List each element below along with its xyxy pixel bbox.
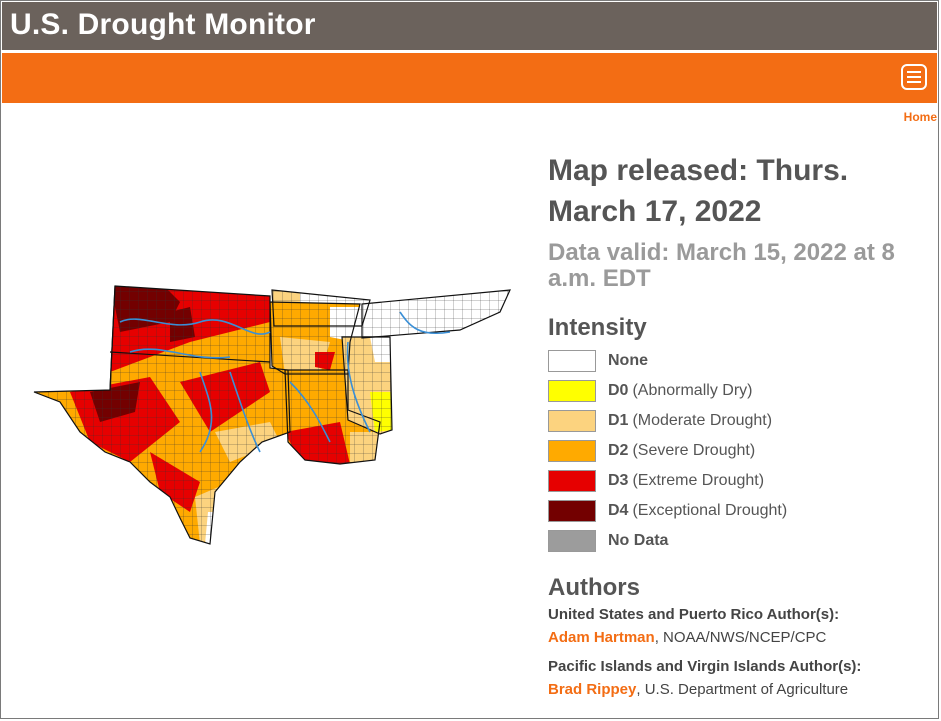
legend-item: D0 (Abnormally Dry) (548, 376, 933, 406)
author-group-heading: United States and Puerto Rico Author(s): (548, 606, 840, 623)
author-link[interactable]: Adam Hartman (548, 629, 655, 646)
legend-code: D4 (608, 502, 629, 519)
breadcrumb-home-link[interactable]: Home (903, 110, 937, 124)
map-info-panel: Map released: Thurs. March 17, 2022 Data… (548, 150, 933, 710)
author-group-heading: Pacific Islands and Virgin Islands Autho… (548, 658, 862, 675)
intensity-title: Intensity (548, 314, 647, 341)
legend-item: D3 (Extreme Drought) (548, 466, 933, 496)
drought-map[interactable] (30, 282, 514, 550)
menu-line (907, 81, 921, 83)
legend-swatch-nodata (548, 530, 596, 552)
author-link[interactable]: Brad Rippey (548, 681, 637, 698)
legend-code: D2 (608, 442, 629, 459)
legend-swatch-none (548, 350, 596, 372)
authors-title: Authors (548, 574, 640, 601)
drought-map-image (33, 285, 511, 545)
intensity-legend: None D0 (Abnormally Dry) D1 (Moderate Dr… (548, 346, 933, 556)
legend-desc: (Moderate Drought) (632, 412, 773, 429)
legend-code: D1 (608, 412, 629, 429)
legend-desc: (Exceptional Drought) (632, 502, 788, 519)
legend-swatch-d4 (548, 500, 596, 522)
legend-desc: (Severe Drought) (632, 442, 756, 459)
legend-code: No Data (608, 532, 669, 549)
author-affiliation: , NOAA/NWS/NCEP/CPC (654, 629, 827, 646)
legend-swatch-d3 (548, 470, 596, 492)
legend-code: D0 (608, 382, 629, 399)
legend-swatch-d1 (548, 410, 596, 432)
data-valid-date: Data valid: March 15, 2022 at 8 a.m. EDT (548, 239, 895, 292)
author-affiliation: , U.S. Department of Agriculture (636, 681, 849, 698)
author-line: Brad Rippey, U.S. Department of Agricult… (548, 681, 933, 698)
menu-line (907, 71, 921, 73)
legend-item: D4 (Exceptional Drought) (548, 496, 933, 526)
legend-item: No Data (548, 526, 933, 556)
legend-desc: (Abnormally Dry) (632, 382, 753, 399)
site-header: U.S. Drought Monitor (2, 2, 937, 50)
legend-item: D1 (Moderate Drought) (548, 406, 933, 436)
nav-bar (2, 53, 937, 103)
legend-swatch-d0 (548, 380, 596, 402)
legend-desc: (Extreme Drought) (632, 472, 765, 489)
legend-swatch-d2 (548, 440, 596, 462)
map-released-date: Map released: Thurs. March 17, 2022 (548, 154, 849, 228)
menu-line (907, 76, 921, 78)
legend-code: D3 (608, 472, 629, 489)
legend-item: None (548, 346, 933, 376)
legend-code: None (608, 352, 648, 369)
author-line: Adam Hartman, NOAA/NWS/NCEP/CPC (548, 629, 933, 646)
legend-item: D2 (Severe Drought) (548, 436, 933, 466)
site-title[interactable]: U.S. Drought Monitor (10, 8, 316, 41)
hamburger-menu-icon[interactable] (901, 64, 927, 90)
